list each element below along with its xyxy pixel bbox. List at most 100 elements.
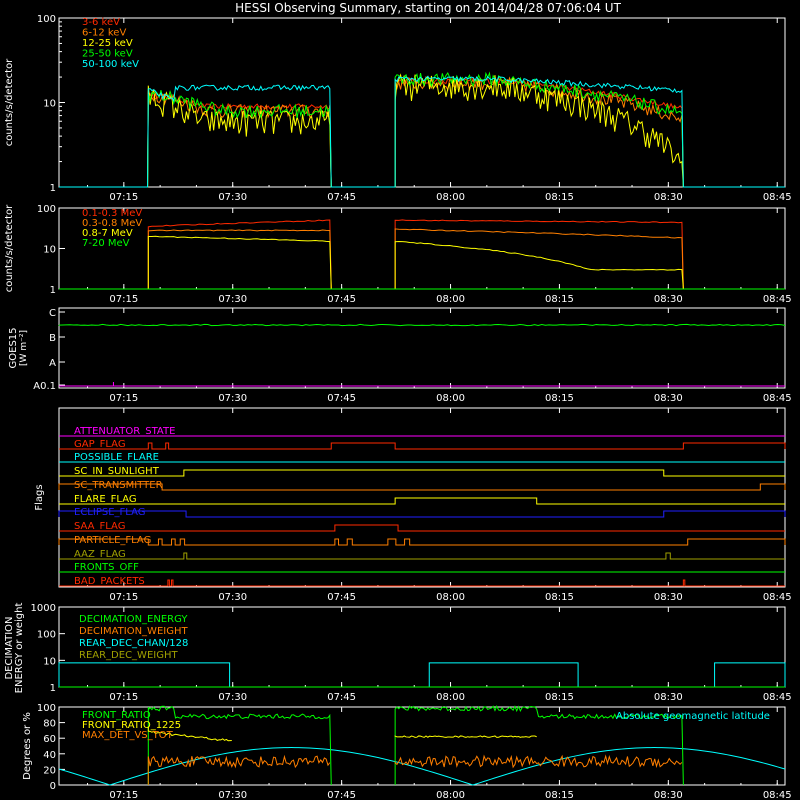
lowE-legend-entry: 25-50 keV — [82, 49, 133, 60]
flag-label: FLARE_FLAG — [74, 494, 137, 505]
decim-ylabel2: ENERGY or weight — [14, 603, 25, 694]
flags-frame — [58, 407, 786, 588]
goes-ylabel: GOES15 — [8, 327, 19, 368]
goes-xtick-label: 08:45 — [763, 393, 792, 404]
flag-label: ECLIPSE_FLAG — [74, 507, 145, 518]
decim-xtick-label: 08:45 — [763, 692, 792, 703]
flags-xtick-label: 08:00 — [436, 592, 465, 603]
flags-panel: 07:15 07:30 07:45 08:00 08:15 08:30 08:45 Flags… — [34, 407, 792, 603]
lowE-xtick-label: 08:15 — [545, 192, 574, 203]
decim-legend-entry: DECIMATION_ENERGY — [79, 614, 188, 625]
highE-panel: 07:15 07:30 07:45 08:00 08:15 08:30 08:45 1 10 10… — [4, 204, 792, 305]
ratio-xtick-label: 07:45 — [327, 790, 356, 800]
highE-xtick-label: 07:30 — [218, 294, 247, 305]
highE-ylabel: counts/s/detector — [4, 204, 15, 292]
flag-label: BAD_PACKETS — [74, 576, 145, 587]
ratio-maxdet-line — [147, 754, 683, 785]
highE-series-line — [59, 228, 785, 290]
flag-line — [59, 469, 785, 477]
lowE-legend-entry: 6-12 keV — [82, 28, 126, 39]
lowE-xtick-label: 07:45 — [327, 192, 356, 203]
highE-ytick-label: 1 — [50, 285, 56, 296]
goes-panel: 07:15 07:30 07:45 08:00 08:15 08:30 08:45 A0.1 A… — [8, 307, 792, 404]
goes-frame — [58, 307, 786, 389]
ratio-xtick-label: 08:45 — [763, 790, 792, 800]
ratio-xtick-label: 08:00 — [436, 790, 465, 800]
highE-ytick-label: 10 — [43, 245, 56, 256]
ratio-ytick-label: 40 — [43, 750, 56, 761]
goes-ytick-label: A — [49, 358, 56, 369]
highE-xtick-label: 08:15 — [545, 294, 574, 305]
decim-xtick-label: 07:45 — [327, 692, 356, 703]
ratio-xtick-label: 07:30 — [218, 790, 247, 800]
flag-line — [58, 538, 786, 546]
ratio-xtick-label: 08:15 — [545, 790, 574, 800]
lowE-series-line — [59, 71, 785, 188]
lowE-panel: 07:15 07:30 07:45 08:00 08:15 08:30 08:45 1 10 10… — [4, 14, 792, 203]
decim-xtick-label: 07:15 — [109, 692, 138, 703]
flag-line — [59, 524, 785, 532]
lowE-xtick-label: 08:00 — [436, 192, 465, 203]
decim-ytick-label: 1 — [50, 683, 56, 694]
lowE-ytick-label: 1 — [50, 183, 56, 194]
decim-ytick-label: 1000 — [31, 603, 56, 614]
flags-xtick-label: 08:15 — [545, 592, 574, 603]
lowE-series-line — [59, 73, 785, 188]
ratio-legend-entry: MAX_DET_VS_TOT — [82, 730, 174, 741]
ratio-ylabel: Degrees or % — [22, 712, 33, 780]
decim-xtick-label: 08:00 — [436, 692, 465, 703]
flag-label: ATTENUATOR_STATE — [74, 426, 175, 437]
decim-legend-entry: DECIMATION_WEIGHT — [79, 626, 188, 637]
ratio-legend-entry: FRONT_RATIO_1225 — [82, 720, 181, 731]
lowE-legend-entry: 50-100 keV — [82, 59, 139, 70]
ratio-ytick-label: 60 — [43, 734, 56, 745]
ratio-xtick-label: 08:30 — [654, 790, 683, 800]
lowE-xtick-label: 07:15 — [109, 192, 138, 203]
ratio-ytick-label: 100 — [37, 703, 56, 714]
goes-ylabel-units: [W m⁻²] — [19, 330, 29, 366]
goes-ytick-label: C — [49, 308, 56, 319]
goes-xtick-label: 08:30 — [654, 393, 683, 404]
ratio-annotation: Absolute geomagnetic latitude — [616, 711, 770, 722]
flag-label: FRONTS_OFF — [74, 562, 139, 573]
lowE-legend-entry: 3-6 keV — [82, 17, 120, 28]
decim-xtick-label: 08:15 — [545, 692, 574, 703]
highE-ytick-label: 100 — [37, 204, 56, 215]
lowE-series-line — [59, 75, 785, 188]
ratio-front1225-line — [147, 726, 537, 742]
lowE-legend-entry: 12-25 keV — [82, 38, 133, 49]
flag-label: SAA_FLAG — [74, 521, 125, 532]
flag-line — [59, 442, 786, 450]
lowE-ylabel: counts/s/detector — [4, 58, 15, 146]
ratio-ytick-label: 20 — [43, 765, 56, 776]
decim-rear-chan-line — [58, 662, 786, 688]
highE-legend-entry: 0.8-7 MeV — [82, 228, 133, 239]
decim-legend-entry: REAR_DEC_CHAN/128 — [79, 638, 188, 649]
goes-ytick-label: B — [49, 333, 56, 344]
decim-ylabel: DECIMATION — [4, 616, 15, 679]
flag-line — [58, 483, 786, 491]
flag-label: SC_IN_SUNLIGHT — [74, 466, 160, 477]
decim-panel: 07:15 07:30 07:45 08:00 08:15 08:30 08:45 1 10 10… — [4, 603, 792, 703]
flags-xtick-label: 07:15 — [109, 592, 138, 603]
flags-xtick-label: 07:30 — [218, 592, 247, 603]
flag-line — [58, 510, 786, 518]
flag-line — [59, 579, 785, 587]
ratio-panel: 07:15 07:30 07:45 08:00 08:15 08:30 08:45 0 20 40… — [22, 703, 792, 800]
ratio-front-line — [147, 705, 684, 786]
lowE-xtick-label: 08:30 — [654, 192, 683, 203]
flags-xtick-label: 07:45 — [327, 592, 356, 603]
decim-ytick-label: 10 — [43, 656, 56, 667]
ratio-frame — [58, 706, 786, 786]
goes-xtick-label: 07:15 — [109, 393, 138, 404]
flag-label: GAP_FLAG — [74, 439, 126, 450]
flag-label: POSSIBLE_FLARE — [74, 452, 159, 463]
highE-xtick-label: 07:45 — [327, 294, 356, 305]
highE-legend-entry: 0.3-0.8 MeV — [82, 218, 142, 229]
lowE-xtick-label: 07:30 — [218, 192, 247, 203]
lowE-ytick-label: 10 — [43, 99, 56, 110]
flags-xtick-label: 08:30 — [654, 592, 683, 603]
plot-layer: 07:15 07:30 07:45 08:00 08:15 08:30 08:4511010… — [4, 14, 792, 800]
highE-legend-entry: 0.1-0.3 MeV — [82, 208, 142, 219]
